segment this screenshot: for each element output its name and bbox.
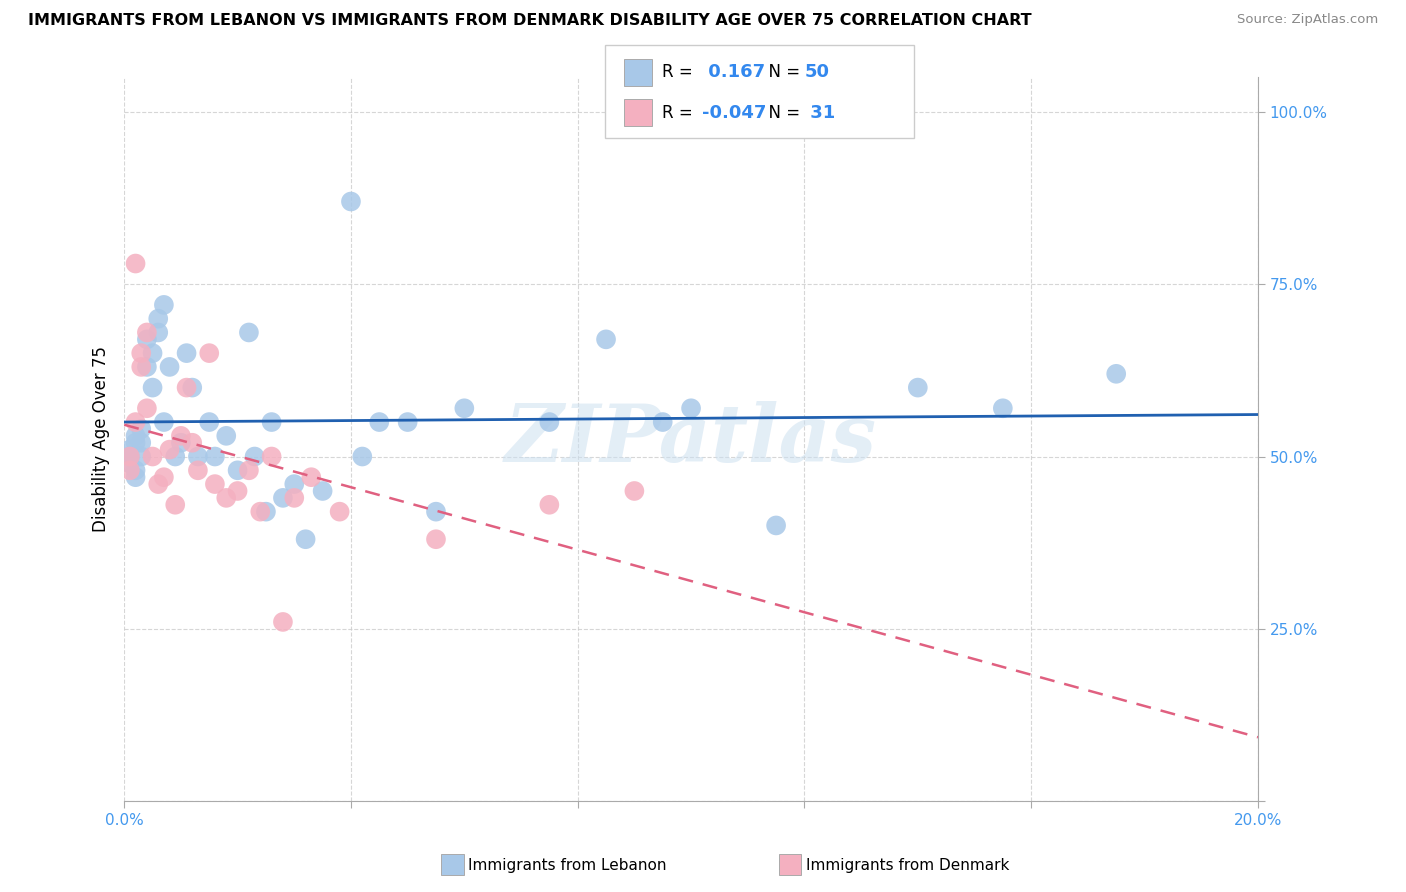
Point [181, 435, 204, 450]
Point [153, 415, 176, 429]
Point [187, 463, 209, 477]
Point [129, 346, 152, 360]
Point [187, 450, 209, 464]
Point [159, 442, 181, 457]
Point [198, 346, 221, 360]
Point [124, 256, 146, 270]
Text: R =: R = [662, 103, 699, 121]
Point [396, 415, 419, 429]
Point [129, 450, 152, 464]
Point [283, 491, 305, 505]
Point [124, 470, 146, 484]
Point [260, 450, 283, 464]
Point [165, 450, 187, 464]
Point [129, 359, 152, 374]
Point [129, 435, 152, 450]
Point [176, 346, 198, 360]
Point [118, 442, 141, 457]
Point [215, 491, 238, 505]
Point [238, 463, 260, 477]
Point [1105, 367, 1128, 381]
Y-axis label: Disability Age Over 75: Disability Age Over 75 [93, 346, 110, 533]
Point [538, 498, 561, 512]
Text: Immigrants from Lebanon: Immigrants from Lebanon [468, 858, 666, 872]
Point [595, 332, 617, 346]
Point [368, 415, 391, 429]
Point [204, 477, 226, 491]
Point [907, 381, 929, 395]
Point [226, 483, 249, 498]
Point [681, 401, 703, 416]
Text: 31: 31 [804, 103, 835, 121]
Point [118, 450, 141, 464]
Point [142, 346, 165, 360]
Point [159, 359, 181, 374]
Point [148, 326, 170, 340]
Point [991, 401, 1014, 416]
Point [538, 415, 561, 429]
Point [118, 463, 141, 477]
Point [165, 498, 187, 512]
Point [425, 533, 447, 547]
Point [170, 429, 193, 443]
Point [254, 505, 277, 519]
Point [329, 505, 352, 519]
Point [135, 326, 157, 340]
Text: -0.047: -0.047 [702, 103, 766, 121]
Point [453, 401, 475, 416]
Point [135, 359, 157, 374]
Point [623, 483, 645, 498]
Point [124, 429, 146, 443]
Point [148, 477, 170, 491]
Point [215, 429, 238, 443]
Point [238, 326, 260, 340]
Point [124, 435, 146, 450]
Point [243, 450, 266, 464]
Point [271, 491, 294, 505]
Point [142, 381, 165, 395]
Point [170, 435, 193, 450]
Point [118, 450, 141, 464]
Point [425, 505, 447, 519]
Point [124, 463, 146, 477]
Point [765, 518, 787, 533]
Point [226, 463, 249, 477]
Point [249, 505, 271, 519]
Point [118, 457, 141, 471]
Point [148, 311, 170, 326]
Point [153, 298, 176, 312]
Point [198, 415, 221, 429]
Text: IMMIGRANTS FROM LEBANON VS IMMIGRANTS FROM DENMARK DISABILITY AGE OVER 75 CORREL: IMMIGRANTS FROM LEBANON VS IMMIGRANTS FR… [28, 13, 1032, 29]
Point [651, 415, 673, 429]
Point [340, 194, 363, 209]
Point [294, 533, 316, 547]
Text: N =: N = [758, 63, 806, 81]
Text: Source: ZipAtlas.com: Source: ZipAtlas.com [1237, 13, 1378, 27]
Point [153, 470, 176, 484]
Text: 50: 50 [804, 63, 830, 81]
Point [135, 332, 157, 346]
Point [299, 470, 322, 484]
Point [135, 401, 157, 416]
Point [271, 615, 294, 629]
Point [283, 477, 305, 491]
Text: ZIPatlas: ZIPatlas [505, 401, 877, 478]
Point [352, 450, 374, 464]
Point [129, 422, 152, 436]
Point [311, 483, 333, 498]
Point [260, 415, 283, 429]
Point [124, 415, 146, 429]
Text: R =: R = [662, 63, 699, 81]
Point [142, 450, 165, 464]
Point [176, 381, 198, 395]
Text: Immigrants from Denmark: Immigrants from Denmark [806, 858, 1010, 872]
Point [181, 381, 204, 395]
Point [204, 450, 226, 464]
Text: N =: N = [758, 103, 806, 121]
Text: 0.167: 0.167 [702, 63, 765, 81]
